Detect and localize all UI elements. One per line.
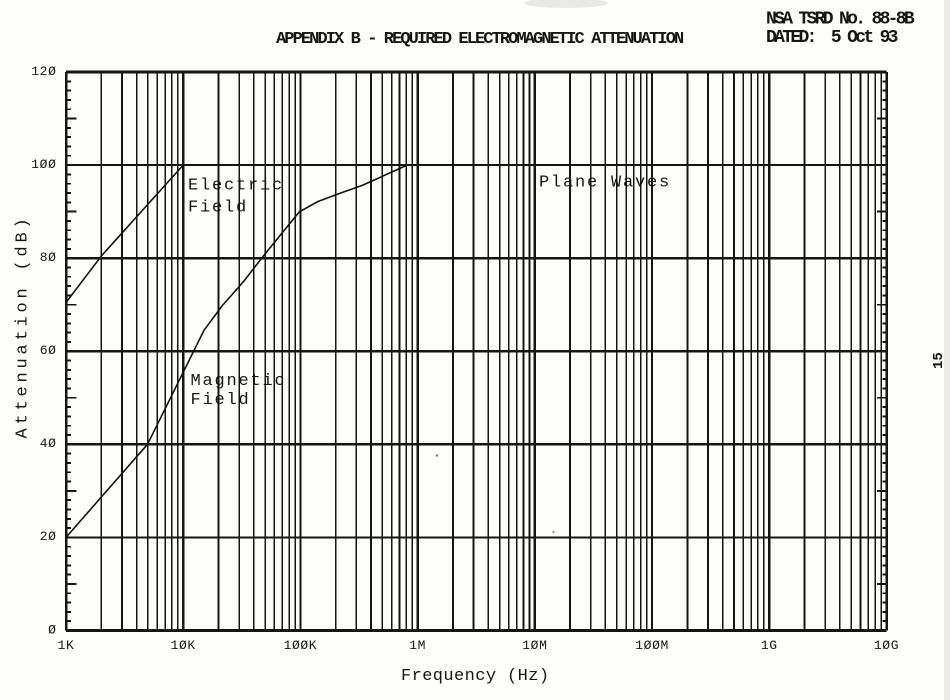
svg-text:1M: 1M [409,638,426,653]
svg-text:4Ø: 4Ø [40,436,57,451]
svg-text:1K: 1K [58,638,75,653]
svg-text:2Ø: 2Ø [40,529,57,544]
svg-text:1G: 1G [761,638,778,653]
svg-text:DATED: 5 Oct 93: DATED: 5 Oct 93 [766,28,898,48]
svg-text:1ØØK: 1ØØK [284,638,318,653]
svg-text:Ø: Ø [48,622,56,637]
svg-text:Plane Waves: Plane Waves [539,173,671,192]
svg-text:Magnetic: Magnetic [191,372,287,391]
svg-text:Electric: Electric [188,177,284,196]
svg-text:1ØG: 1ØG [874,638,899,653]
svg-text:NSA TSRD No. 88-8B: NSA TSRD No. 88-8B [766,10,915,30]
svg-text:1ØØM: 1ØØM [635,638,669,653]
svg-text:1ØØ: 1ØØ [31,157,56,172]
svg-text:Attenuation (dB): Attenuation (dB) [14,214,33,438]
svg-text:Field: Field [191,391,251,410]
svg-text:8Ø: 8Ø [40,250,57,265]
svg-text:6Ø: 6Ø [40,343,57,358]
svg-text:12Ø: 12Ø [31,64,56,79]
svg-text:15: 15 [931,352,947,369]
svg-text:Field: Field [188,199,248,218]
svg-text:1ØM: 1ØM [522,638,547,653]
svg-text:APPENDIX B - REQUIRED ELECTROM: APPENDIX B - REQUIRED ELECTROMAGNETIC AT… [276,30,684,49]
svg-text:Frequency (Hz): Frequency (Hz) [401,667,549,686]
svg-text:1ØK: 1ØK [171,638,196,653]
